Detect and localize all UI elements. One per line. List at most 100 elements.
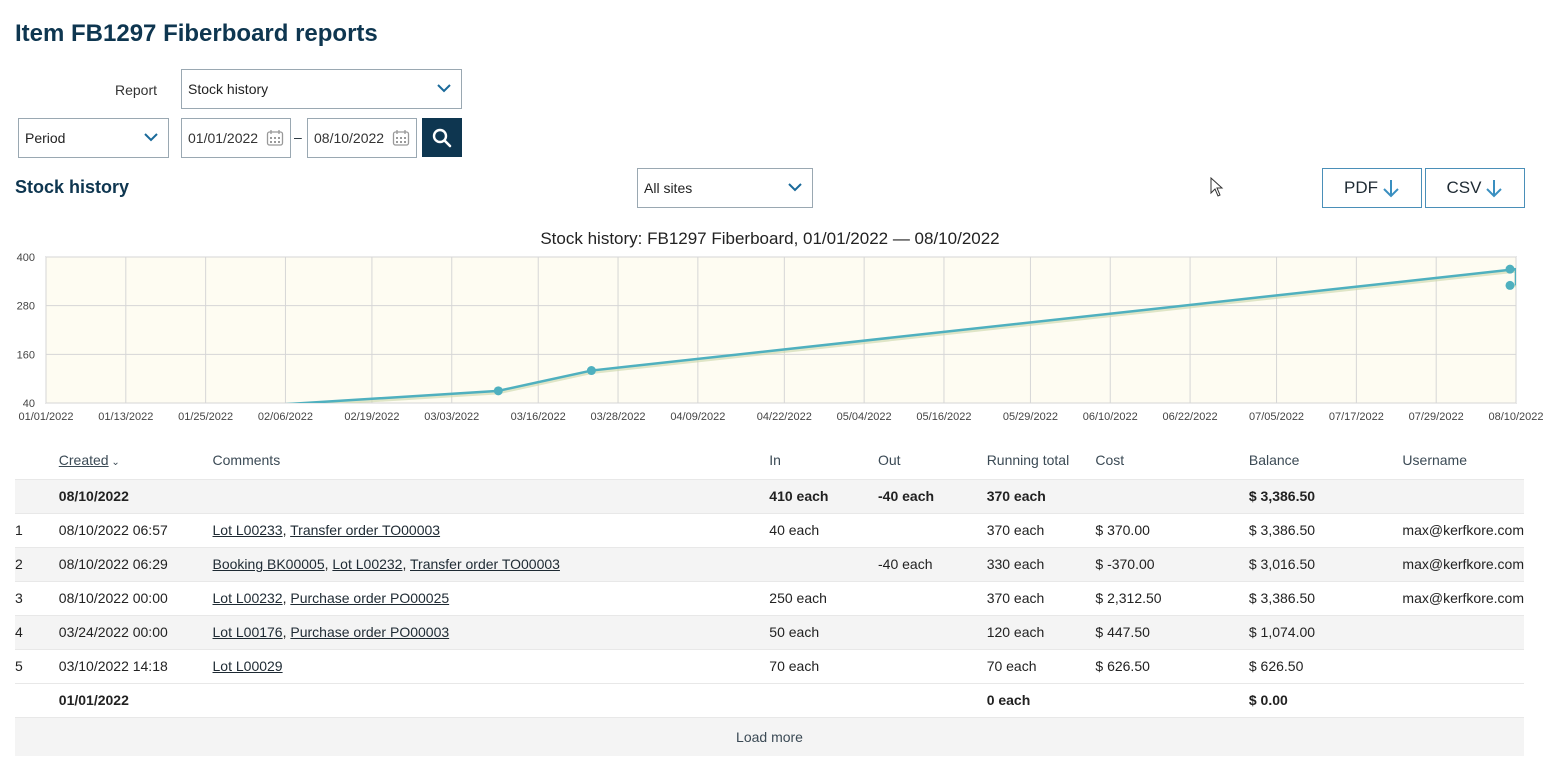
chevron-down-icon — [437, 84, 451, 93]
x-tick-label: 07/05/2022 — [1249, 411, 1304, 423]
x-tick-label: 03/03/2022 — [424, 411, 479, 423]
data-point — [493, 386, 503, 396]
row-running-total: 70 each — [986, 649, 1096, 684]
table-header-row: Created ⌄ Comments In Out Running total … — [15, 441, 1524, 480]
calendar-icon[interactable] — [392, 129, 410, 147]
comment-link[interactable]: Transfer order TO00003 — [290, 522, 441, 538]
row-comments: Booking BK00005, Lot L00232, Transfer or… — [212, 547, 770, 582]
plot-area — [45, 256, 1517, 404]
date-from-input[interactable]: 01/01/2022 — [181, 118, 291, 158]
search-button[interactable] — [422, 118, 462, 157]
x-tick-label: 07/29/2022 — [1409, 411, 1464, 423]
in-column-header: In — [769, 441, 878, 480]
x-tick-label: 05/29/2022 — [1003, 411, 1058, 423]
row-comments: Lot L00029 — [212, 649, 770, 684]
comment-link[interactable]: Lot L00029 — [212, 658, 283, 674]
row-username — [1402, 649, 1524, 684]
created-sort-link[interactable]: Created — [58, 451, 109, 468]
comment-link[interactable]: Lot L00232 — [212, 590, 283, 606]
out-column-header: Out — [878, 441, 987, 480]
running-total-column-header: Running total — [986, 441, 1096, 480]
row-in: 70 each — [769, 649, 878, 684]
chart-series — [284, 264, 1516, 403]
row-cost: $ 626.50 — [1095, 649, 1249, 684]
row-cost: $ 447.50 — [1095, 615, 1249, 650]
series-line — [284, 267, 1516, 403]
comment-separator: , — [282, 522, 291, 538]
calendar-icon[interactable] — [266, 129, 284, 147]
series-group — [284, 267, 1516, 403]
data-point — [1505, 264, 1515, 274]
row-running-total: 370 each — [986, 513, 1096, 548]
comment-link[interactable]: Lot L00232 — [332, 556, 403, 572]
summary-row-bottom: 01/01/2022 0 each $ 0.00 — [15, 683, 1524, 718]
table-row: 2 08/10/2022 06:29 Booking BK00005, Lot L0… — [15, 547, 1524, 582]
summary-in: 410 each — [769, 479, 878, 514]
x-tick-label: 01/13/2022 — [98, 411, 153, 423]
row-username: max@kerfkore.com — [1402, 581, 1524, 616]
row-in: 250 each — [769, 581, 878, 616]
series-shadow — [312, 269, 1516, 403]
row-created: 03/24/2022 00:00 — [58, 615, 213, 650]
row-running-total: 330 each — [986, 547, 1096, 582]
comment-separator: , — [324, 556, 333, 572]
report-select[interactable]: Stock history — [181, 69, 462, 109]
row-username: max@kerfkore.com — [1402, 513, 1524, 548]
comment-separator: , — [282, 624, 291, 640]
row-comments: Lot L00176, Purchase order PO00003 — [212, 615, 770, 650]
created-column-header[interactable]: Created ⌄ — [58, 441, 213, 480]
comment-link[interactable]: Transfer order TO00003 — [410, 556, 560, 572]
chart-grid — [45, 256, 1517, 404]
comment-separator: , — [402, 556, 410, 572]
x-tick-label: 05/16/2022 — [916, 411, 971, 423]
comment-link[interactable]: Purchase order PO00025 — [290, 590, 450, 606]
comment-link[interactable]: Lot L00176 — [212, 624, 283, 640]
summary-out: -40 each — [878, 479, 987, 514]
row-cost: $ 2,312.50 — [1095, 581, 1249, 616]
page-title: Item FB1297 Fiberboard reports — [15, 20, 378, 47]
summary-balance: $ 0.00 — [1248, 683, 1403, 718]
x-tick-label: 01/01/2022 — [18, 411, 73, 423]
y-tick-label: 40 — [23, 398, 35, 410]
period-select[interactable]: Period — [18, 118, 169, 158]
summary-balance: $ 3,386.50 — [1248, 479, 1403, 514]
y-tick-label: 160 — [17, 349, 35, 361]
table-row: 1 08/10/2022 06:57 Lot L00233, Transfer or… — [15, 513, 1524, 548]
pdf-download-button[interactable]: PDF — [1322, 168, 1422, 208]
csv-label: CSV — [1446, 178, 1482, 197]
comments-column-header: Comments — [212, 441, 770, 480]
comment-link[interactable]: Purchase order PO00003 — [290, 624, 450, 640]
row-comments: Lot L00233, Transfer order TO00003 — [212, 513, 770, 548]
summary-running-total: 0 each — [986, 683, 1096, 718]
csv-download-button[interactable]: CSV — [1425, 168, 1525, 208]
row-comments: Lot L00232, Purchase order PO00025 — [212, 581, 770, 616]
comment-link[interactable]: Lot L00233 — [212, 522, 283, 538]
comment-separator: , — [282, 590, 291, 606]
row-created: 08/10/2022 06:57 — [58, 513, 213, 548]
balance-column-header: Balance — [1248, 441, 1403, 480]
summary-running-total: 370 each — [986, 479, 1096, 514]
report-select-value: Stock history — [188, 81, 269, 97]
y-tick-label: 400 — [17, 252, 35, 264]
row-in: 40 each — [769, 513, 878, 548]
load-more-button[interactable]: Load more — [15, 718, 1524, 756]
search-icon — [432, 128, 452, 147]
x-tick-label: 08/10/2022 — [1488, 411, 1543, 423]
cost-column-header: Cost — [1095, 441, 1249, 480]
sort-desc-icon: ⌄ — [108, 456, 120, 468]
row-balance: $ 3,016.50 — [1248, 547, 1403, 582]
sites-select[interactable]: All sites — [637, 168, 813, 208]
stock-history-chart: Stock history: FB1297 Fiberboard, 01/01/… — [17, 229, 1543, 423]
row-cost: $ -370.00 — [1095, 547, 1249, 582]
row-number: 5 — [15, 649, 59, 684]
stock-history-table: Created ⌄ Comments In Out Running total … — [15, 441, 1524, 718]
row-created: 08/10/2022 06:29 — [58, 547, 213, 582]
data-point — [1505, 280, 1515, 290]
row-created: 08/10/2022 00:00 — [58, 581, 213, 616]
date-to-input[interactable]: 08/10/2022 — [307, 118, 417, 158]
period-select-value: Period — [25, 130, 66, 146]
table-row: 3 08/10/2022 00:00 Lot L00232, Purchase or… — [15, 581, 1524, 616]
date-separator: – — [294, 129, 302, 145]
comment-link[interactable]: Booking BK00005 — [212, 556, 325, 572]
row-running-total: 120 each — [986, 615, 1096, 650]
